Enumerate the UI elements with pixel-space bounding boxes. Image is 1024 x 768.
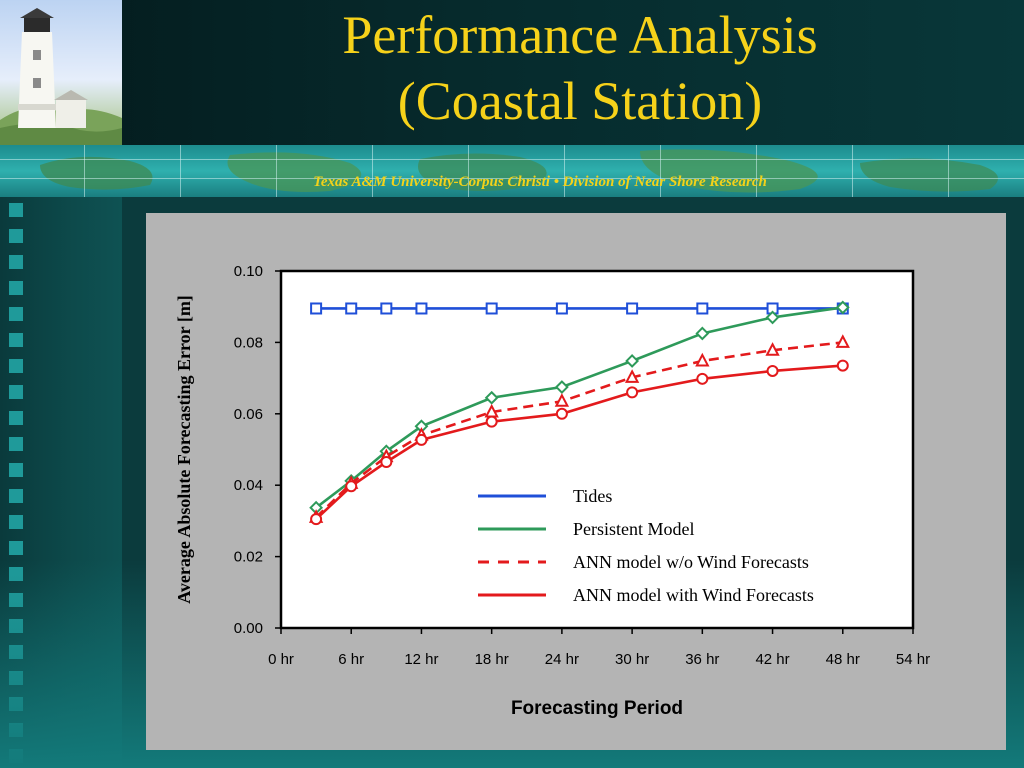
line-chart: 0.00 0.02 0.04 0.06 0.08 0.10 0 hr 6 hr 12 hr 18…	[174, 263, 930, 719]
legend-label: Persistent Model	[573, 519, 695, 539]
data-point	[766, 364, 779, 377]
decorative-square	[9, 229, 23, 243]
data-point	[835, 334, 850, 348]
data-point	[696, 372, 709, 385]
decorative-square	[9, 437, 23, 451]
decorative-square	[9, 489, 23, 503]
legend-label: Tides	[573, 486, 612, 506]
banner-text: Texas A&M University-Corpus Christi • Di…	[313, 174, 767, 190]
data-point	[485, 302, 498, 315]
lighthouse-image	[0, 0, 122, 145]
decorative-square	[9, 333, 23, 347]
slide-title: Performance Analysis (Coastal Station)	[140, 2, 1020, 134]
title-band: Performance Analysis (Coastal Station)	[0, 0, 1024, 145]
map-gridline	[948, 145, 949, 197]
decorative-square	[9, 385, 23, 399]
data-point	[554, 380, 569, 394]
data-point	[696, 302, 709, 315]
decorative-square	[9, 541, 23, 555]
legend-label: ANN model w/o Wind Forecasts	[573, 552, 809, 572]
x-tick-label: 12 hr	[404, 651, 438, 668]
data-point	[345, 480, 358, 493]
map-gridline	[372, 145, 373, 197]
data-point	[695, 326, 710, 341]
x-tick-label: 48 hr	[826, 651, 860, 668]
series-layer	[308, 300, 850, 526]
data-point	[310, 513, 323, 526]
x-tick-label: 42 hr	[755, 651, 789, 668]
data-point	[380, 455, 393, 468]
map-strip	[0, 145, 1024, 197]
map-gridline	[180, 145, 181, 197]
map-gridline	[0, 178, 1024, 179]
x-tick-label: 0 hr	[268, 651, 294, 668]
title-line-2: (Coastal Station)	[397, 71, 763, 131]
decorative-square	[9, 463, 23, 477]
map-gridline	[468, 145, 469, 197]
x-axis-title: Forecasting Period	[511, 698, 683, 719]
data-point	[555, 407, 568, 420]
series-line	[315, 306, 843, 509]
legend-label: ANN model with Wind Forecasts	[573, 585, 814, 605]
data-point	[836, 359, 849, 372]
x-tick-label: 24 hr	[545, 651, 579, 668]
decorative-square	[9, 307, 23, 321]
data-point	[695, 352, 710, 367]
data-point	[485, 415, 498, 428]
data-point	[380, 302, 393, 315]
data-point	[626, 302, 639, 315]
data-point	[484, 390, 499, 405]
y-axis-title: Average Absolute Forecasting Error [m]	[174, 295, 194, 604]
x-tick-label: 18 hr	[475, 651, 509, 668]
map-gridline	[756, 145, 757, 197]
decorative-square	[9, 515, 23, 529]
y-tick-label: 0.10	[234, 263, 263, 280]
y-tick-label: 0.02	[234, 549, 263, 566]
decorative-square	[9, 255, 23, 269]
map-gridline	[660, 145, 661, 197]
data-point	[835, 300, 850, 315]
data-point	[626, 386, 639, 399]
decorative-square	[9, 281, 23, 295]
world-map-graphic	[40, 149, 998, 193]
y-axis: 0.00 0.02 0.04 0.06 0.08 0.10	[234, 263, 281, 637]
plot-frame	[279, 269, 915, 630]
map-gridline	[852, 145, 853, 197]
data-point	[765, 310, 780, 325]
x-tick-label: 30 hr	[615, 651, 649, 668]
data-point	[625, 354, 640, 368]
chart-panel: 0.00 0.02 0.04 0.06 0.08 0.10 0 hr 6 hr 12 hr 18…	[146, 213, 1006, 750]
x-tick-label: 36 hr	[685, 651, 719, 668]
x-tick-label: 54 hr	[896, 651, 930, 668]
map-gridline	[84, 145, 85, 197]
decorative-square	[9, 359, 23, 373]
lighthouse-icon	[0, 8, 122, 145]
data-point	[345, 302, 358, 315]
y-tick-label: 0.06	[234, 406, 263, 423]
legend: Tides Persistent Model ANN model w/o Wind …	[478, 486, 814, 605]
series-line	[315, 341, 843, 519]
data-point	[415, 433, 428, 446]
title-line-1: Performance Analysis	[342, 5, 818, 65]
data-point	[310, 302, 323, 315]
map-gridline	[276, 145, 277, 197]
series-group	[309, 300, 850, 515]
x-axis: 0 hr 6 hr 12 hr 18 hr 24 hr 30 hr 36 hr 42 hr 48…	[268, 628, 930, 668]
series-line	[315, 364, 843, 521]
data-point	[415, 302, 428, 315]
map-gridline	[0, 159, 1024, 160]
map-gridline	[564, 145, 565, 197]
decorative-square	[9, 411, 23, 425]
y-tick-label: 0.04	[234, 477, 263, 494]
data-point	[555, 302, 568, 315]
data-point	[554, 393, 570, 407]
y-tick-label: 0.08	[234, 334, 263, 351]
x-tick-label: 6 hr	[338, 651, 364, 668]
data-point	[765, 342, 780, 356]
plot-area	[279, 269, 915, 630]
y-tick-label: 0.00	[234, 620, 263, 637]
decorative-square	[9, 203, 23, 217]
series-group	[310, 359, 849, 526]
data-point	[624, 369, 640, 383]
